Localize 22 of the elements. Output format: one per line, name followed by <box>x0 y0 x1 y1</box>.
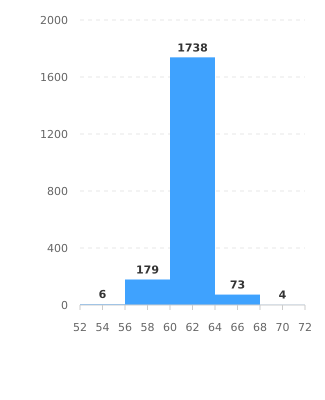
y-tick-label: 1200 <box>40 128 68 141</box>
y-tick-label: 0 <box>61 298 68 312</box>
data-label: 6 <box>98 288 107 302</box>
x-tick-label: 70 <box>276 321 290 334</box>
data-label: 4 <box>278 288 287 302</box>
x-tick-label: 64 <box>208 321 222 334</box>
y-tick-label: 2000 <box>40 14 68 27</box>
x-tick-label: 72 <box>298 321 312 334</box>
data-label: 1738 <box>177 41 208 54</box>
data-label: 73 <box>230 278 246 292</box>
y-tick-label: 800 <box>47 184 68 198</box>
data-label: 179 <box>136 263 159 276</box>
x-tick-label: 68 <box>253 321 267 334</box>
x-tick-label: 54 <box>96 321 110 334</box>
x-tick-label: 52 <box>73 321 87 334</box>
x-tick-label: 56 <box>118 321 132 334</box>
y-tick-label: 1600 <box>40 70 68 84</box>
x-tick-label: 58 <box>140 321 154 334</box>
x-tick-label: 60 <box>163 321 177 334</box>
y-tick-label: 400 <box>47 242 68 255</box>
x-tick-label: 62 <box>186 321 200 334</box>
x-tick-label: 66 <box>230 321 244 334</box>
